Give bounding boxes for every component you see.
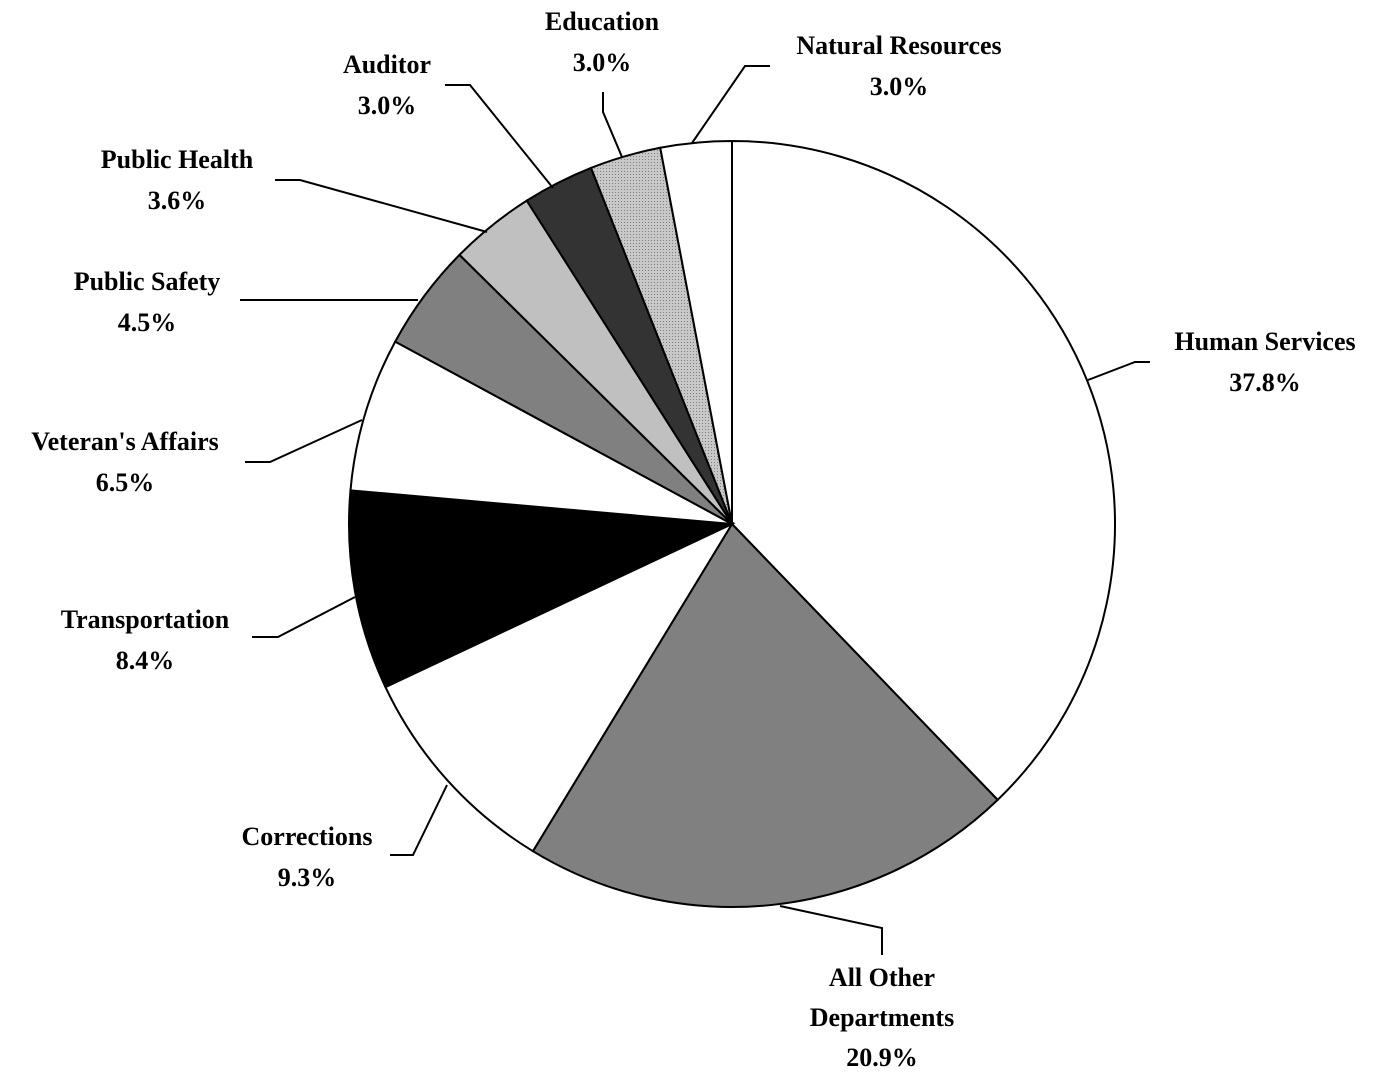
value-label: 3.0%	[572, 48, 632, 77]
slice-label: Corrections 9.3%	[242, 816, 373, 898]
pie-slice	[384, 521, 735, 853]
category-label: Public Safety	[73, 267, 221, 296]
slice-label: Human Services 37.8%	[1174, 321, 1355, 403]
category-label: Auditor	[342, 50, 432, 79]
slice-label: Natural Resources 3.0%	[796, 25, 1001, 107]
category-label: Natural Resources	[796, 31, 1002, 60]
leader-line	[252, 596, 356, 638]
category-label: All Other Departments	[809, 963, 955, 1032]
category-label: Human Services	[1174, 327, 1356, 356]
value-label: 8.4%	[115, 646, 175, 675]
slice-label: Education 3.0%	[545, 1, 659, 83]
category-label: Transportation	[60, 605, 230, 634]
pie-slice	[348, 489, 736, 689]
leader-line	[445, 84, 554, 189]
leader-line	[390, 784, 448, 856]
leader-line	[602, 92, 623, 158]
leader-line	[245, 419, 363, 463]
category-label: Veteran's Affairs	[31, 427, 219, 456]
value-label: 3.0%	[357, 91, 417, 120]
leader-line	[779, 905, 883, 955]
category-label: Education	[544, 7, 660, 36]
value-label: 3.0%	[869, 72, 929, 101]
category-label: Corrections	[241, 822, 373, 851]
leader-line	[691, 65, 770, 144]
slice-label: Auditor 3.0%	[343, 44, 431, 126]
pie-slice	[531, 522, 1000, 908]
pie-slice	[731, 139, 1116, 802]
value-label: 37.8%	[1229, 368, 1301, 397]
slice-label: Public Safety 4.5%	[74, 261, 221, 343]
leader-line	[1087, 361, 1150, 381]
slice-label: Public Health 3.6%	[101, 139, 253, 221]
category-label: Public Health	[100, 145, 254, 174]
value-label: 9.3%	[277, 863, 337, 892]
value-label: 4.5%	[117, 308, 177, 337]
slice-label: Veteran's Affairs 6.5%	[31, 421, 219, 503]
value-label: 3.6%	[147, 186, 207, 215]
value-label: 20.9%	[846, 1043, 918, 1072]
pie-slice	[659, 139, 733, 525]
value-label: 6.5%	[95, 468, 155, 497]
slice-label: Transportation 8.4%	[61, 599, 230, 681]
pie-slice	[349, 340, 733, 525]
leader-line	[275, 179, 488, 233]
slice-label: All Other Departments 20.9%	[782, 958, 982, 1076]
